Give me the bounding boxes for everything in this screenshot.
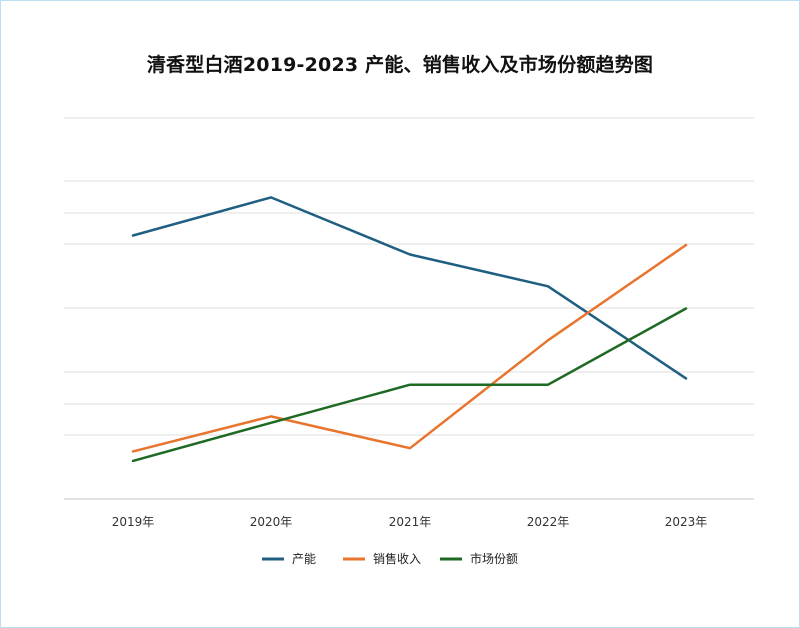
x-axis-ticks: 2019年 2020年 2021年 2022年 2023年 <box>112 515 708 529</box>
x-tick-label: 2023年 <box>665 515 708 529</box>
series-line <box>131 243 688 453</box>
legend-item: 市场份额 <box>440 551 518 566</box>
series-line <box>131 196 688 380</box>
legend-label: 市场份额 <box>470 551 518 566</box>
x-tick-label: 2020年 <box>250 515 293 529</box>
series-lines <box>131 196 688 463</box>
legend-label: 销售收入 <box>373 551 421 566</box>
gridlines <box>64 117 754 500</box>
legend-label: 产能 <box>292 552 316 566</box>
x-tick-label: 2021年 <box>389 515 432 529</box>
legend-item: 销售收入 <box>343 551 421 566</box>
legend: 产能 销售收入 市场份额 <box>262 551 518 566</box>
legend-item: 产能 <box>262 552 316 566</box>
chart-title: 清香型白酒2019-2023 产能、销售收入及市场份额趋势图 <box>146 54 654 76</box>
x-tick-label: 2019年 <box>112 515 155 529</box>
series-line <box>131 307 688 463</box>
x-tick-label: 2022年 <box>527 515 570 529</box>
